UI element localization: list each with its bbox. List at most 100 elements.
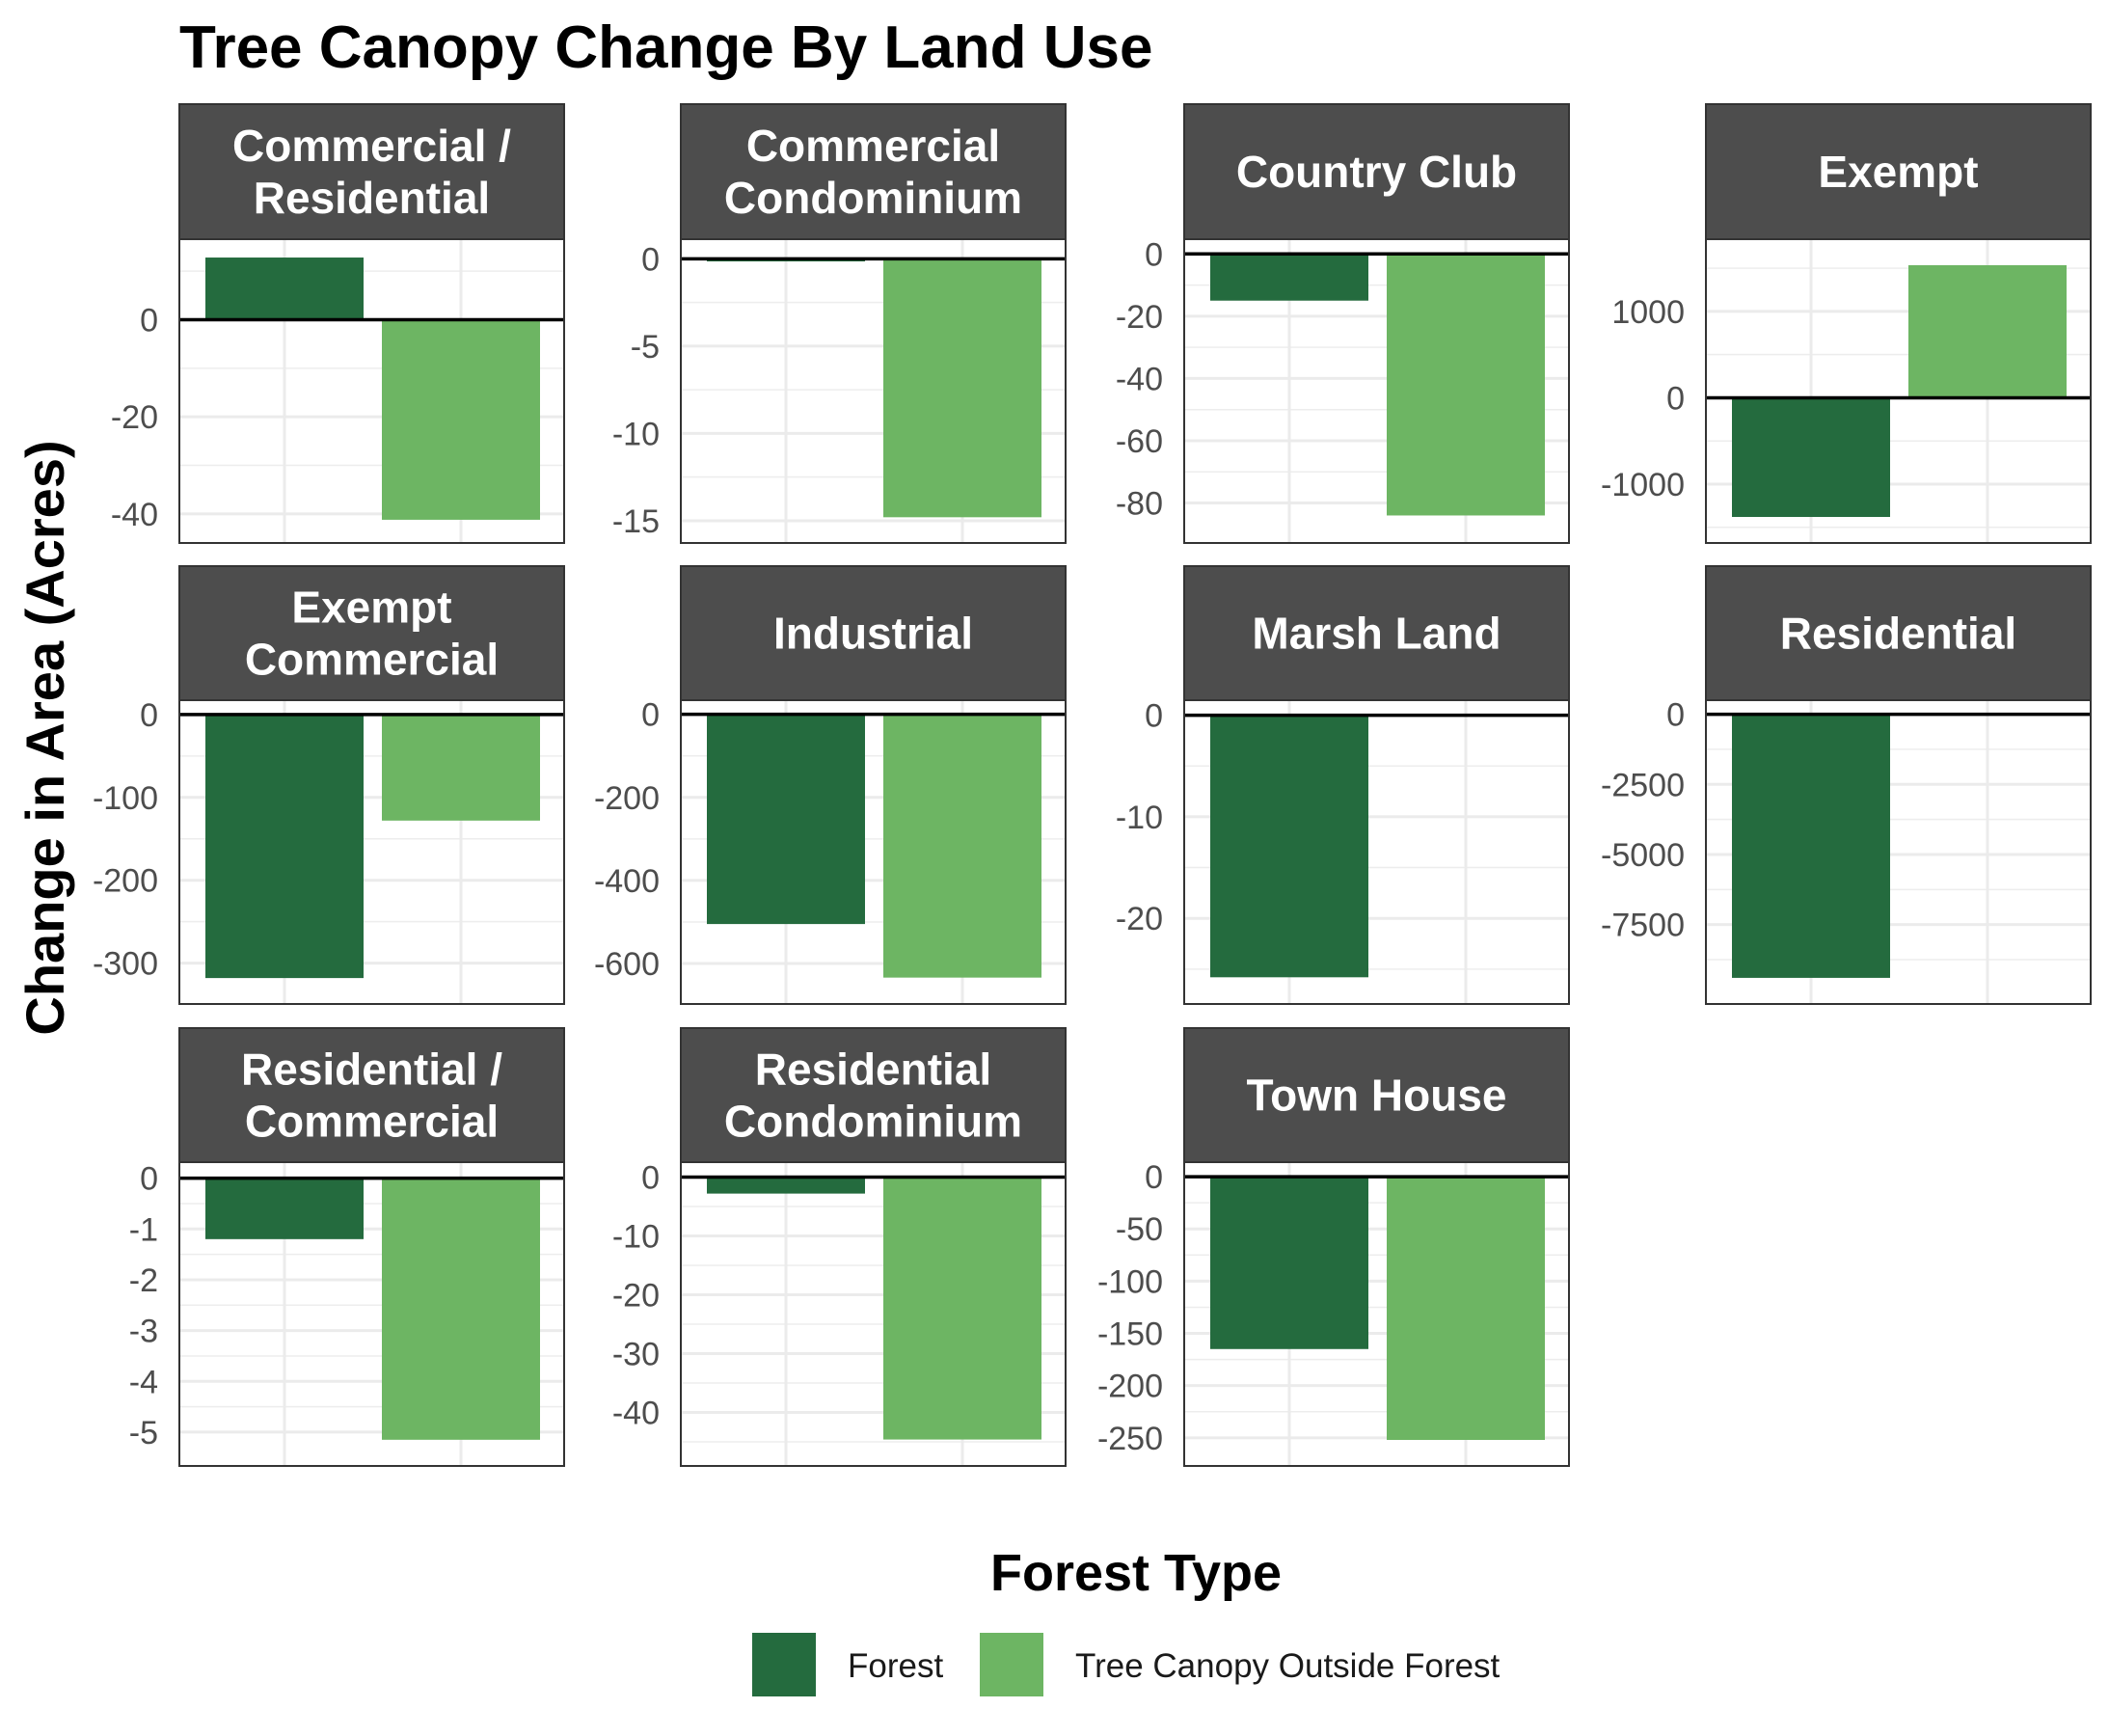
bar-tree-canopy-outside-forest — [1387, 1177, 1545, 1441]
y-tick-label: -100 — [93, 780, 158, 817]
panel-border — [178, 699, 565, 1005]
facet-label: Condominium — [724, 1097, 1022, 1147]
bar-tree-canopy-outside-forest — [883, 1177, 1041, 1440]
facet-label: Commercial — [245, 635, 499, 685]
panel-border — [1705, 238, 2092, 544]
y-tick-label: 0 — [641, 241, 660, 278]
y-tick-label: 0 — [1145, 1159, 1163, 1196]
y-tick-label: -30 — [612, 1337, 660, 1373]
y-tick-label: -200 — [1097, 1369, 1163, 1405]
y-tick-label: -20 — [612, 1278, 660, 1315]
y-tick-label: -10 — [1116, 800, 1163, 836]
y-tick-label: -40 — [612, 1396, 660, 1432]
y-tick-label: 0 — [641, 1160, 660, 1197]
bar-tree-canopy-outside-forest — [1387, 254, 1545, 516]
y-tick-label: 0 — [140, 697, 158, 734]
panel-border — [178, 1161, 565, 1467]
y-tick-label: -20 — [111, 399, 158, 436]
facet-label: Condominium — [724, 173, 1022, 223]
facet-label: Residential — [755, 1044, 991, 1095]
bar-forest — [707, 1177, 865, 1194]
facet-strip — [178, 103, 565, 240]
facet-label: Commercial / — [232, 121, 511, 171]
y-tick-label: -250 — [1097, 1421, 1163, 1457]
y-tick-label: -4 — [129, 1364, 158, 1400]
facet-label: Commercial — [245, 1097, 499, 1147]
facet-commercial-residential: Commercial /Residential 0 -20 -40 — [111, 103, 565, 544]
legend-swatch-tree-canopy-outside-forest — [980, 1633, 1043, 1696]
y-tick-label: -20 — [1116, 299, 1163, 336]
legend-label-forest: Forest — [848, 1647, 943, 1685]
facet-strip — [1183, 1027, 1570, 1163]
y-tick-label: -5 — [129, 1415, 158, 1451]
facet-residential: Residential 0 -2500 -5000 -7500 — [1601, 565, 2092, 1005]
facet-label: Commercial — [746, 121, 1000, 171]
bar-tree-canopy-outside-forest — [382, 1178, 540, 1440]
y-tick-label: -2500 — [1601, 767, 1685, 803]
facet-label: Residential / — [241, 1044, 502, 1095]
facet-label: Country Club — [1236, 147, 1517, 197]
y-tick-label: 0 — [1145, 698, 1163, 735]
bar-forest — [1732, 397, 1890, 518]
y-tick-label: -10 — [612, 1219, 660, 1256]
panel-border — [680, 699, 1067, 1005]
y-tick-label: -1 — [129, 1211, 158, 1248]
facet-strip — [178, 565, 565, 701]
y-tick-label: 0 — [641, 697, 660, 734]
panel-border — [680, 1161, 1067, 1467]
y-tick-label: -600 — [594, 946, 660, 983]
facet-residential-commercial: Residential /Commercial 0 -1 -2 -3 -4 -5 — [129, 1027, 565, 1467]
facet-label: Industrial — [773, 609, 973, 659]
legend-title: Forest Type — [990, 1544, 1282, 1602]
y-tick-label: -10 — [612, 416, 660, 452]
facet-strip — [680, 565, 1067, 701]
facet-label: Residential — [254, 173, 490, 223]
facet-country-club: Country Club 0 -20 -40 -60 -80 — [1116, 103, 1570, 544]
y-tick-label: -40 — [1116, 361, 1163, 397]
facet-strip — [1705, 565, 2092, 701]
y-tick-label: -200 — [93, 863, 158, 900]
bar-tree-canopy-outside-forest — [883, 258, 1041, 518]
y-tick-label: -200 — [594, 780, 660, 817]
facet-strip — [1183, 565, 1570, 701]
facet-town-house: Town House 0 -50 -100 -150 -200 -250 — [1097, 1027, 1570, 1467]
bar-forest — [707, 714, 865, 925]
panel-border — [1705, 699, 2092, 1005]
legend-label-tree-canopy-outside-forest: Tree Canopy Outside Forest — [1075, 1647, 1501, 1685]
bar-tree-canopy-outside-forest — [382, 319, 540, 520]
y-tick-label: 0 — [1666, 697, 1685, 734]
y-tick-label: -7500 — [1601, 908, 1685, 944]
panel-border — [178, 238, 565, 544]
y-tick-label: -15 — [612, 503, 660, 540]
y-tick-label: -300 — [93, 946, 158, 983]
facet-strip — [178, 1027, 565, 1163]
y-tick-label: 0 — [140, 302, 158, 339]
facet-industrial: Industrial 0 -200 -400 -600 — [594, 565, 1067, 1005]
bar-tree-canopy-outside-forest — [883, 714, 1041, 978]
y-tick-label: -40 — [111, 497, 158, 533]
y-tick-label: -50 — [1116, 1211, 1163, 1248]
bar-tree-canopy-outside-forest — [382, 714, 540, 821]
y-tick-label: 0 — [1145, 236, 1163, 273]
facet-label: Residential — [1780, 609, 2016, 659]
facet-label: Exempt — [291, 583, 451, 633]
y-tick-label: -100 — [1097, 1263, 1163, 1300]
panel-border — [680, 238, 1067, 544]
facet-label: Exempt — [1818, 147, 1978, 197]
bar-forest — [1732, 714, 1890, 978]
y-tick-label: -400 — [594, 863, 660, 900]
y-tick-label: -80 — [1116, 486, 1163, 523]
y-tick-label: -1000 — [1601, 467, 1685, 503]
panel-border — [1183, 1161, 1570, 1467]
facet-strip — [1705, 103, 2092, 240]
facet-label: Marsh Land — [1252, 609, 1501, 659]
legend: Forest Type Forest Tree Canopy Outside F… — [752, 1544, 1501, 1696]
y-tick-label: -20 — [1116, 901, 1163, 937]
y-tick-label: -60 — [1116, 423, 1163, 460]
facet-marsh-land: Marsh Land 0 -10 -20 — [1116, 565, 1570, 1005]
panel-border — [1183, 699, 1570, 1005]
y-axis-label: Change in Area (Acres) — [14, 440, 75, 1035]
